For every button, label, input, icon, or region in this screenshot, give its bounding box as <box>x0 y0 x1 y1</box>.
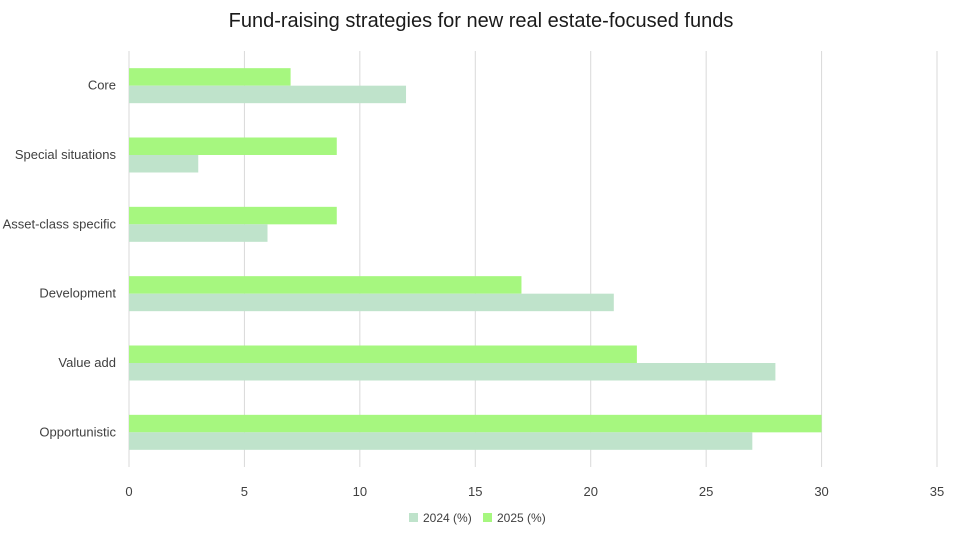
gridlines <box>128 51 938 467</box>
x-tick-label: 30 <box>814 484 828 499</box>
category-label: Development <box>39 286 116 301</box>
x-tick-label: 15 <box>468 484 482 499</box>
x-tick-label: 35 <box>930 484 944 499</box>
category-label: Special situations <box>15 147 117 162</box>
category-label: Opportunistic <box>39 424 116 439</box>
legend-swatch-1 <box>483 513 492 522</box>
legend: 2024 (%) 2025 (%) <box>409 511 546 525</box>
bar-2025-opportunistic <box>129 414 822 433</box>
bar-2025-core <box>129 68 291 86</box>
bar-2024-core <box>129 85 407 104</box>
chart-title: Fund-raising strategies for new real est… <box>229 10 734 32</box>
category-label: Core <box>88 78 116 93</box>
bar-2024-opportunistic <box>129 432 753 450</box>
x-tick-label: 20 <box>583 484 597 499</box>
legend-swatch-0 <box>409 513 418 522</box>
bar-2025-special-situations <box>129 137 337 155</box>
bar-2024-value-add <box>129 363 776 381</box>
x-tick-label: 5 <box>241 484 248 499</box>
x-tick-label: 25 <box>699 484 713 499</box>
x-tick-label: 10 <box>353 484 367 499</box>
bar-2025-asset-class-specific <box>129 206 337 225</box>
legend-label: 2025 (%) <box>497 511 546 525</box>
x-tick-label: 0 <box>125 484 132 499</box>
category-label: Value add <box>58 355 116 370</box>
bars <box>129 68 822 450</box>
legend-label: 2024 (%) <box>423 511 472 525</box>
bar-2024-asset-class-specific <box>129 224 268 242</box>
x-axis-ticks: 0 5 10 15 20 25 30 35 <box>125 484 944 499</box>
bar-2024-development <box>129 293 614 312</box>
bar-2025-value-add <box>129 345 637 363</box>
bar-2025-development <box>129 276 522 294</box>
category-labels: Core Special situations Asset-class specif… <box>3 78 117 440</box>
bar-2024-special-situations <box>129 155 199 173</box>
category-label: Asset-class specific <box>3 216 117 231</box>
